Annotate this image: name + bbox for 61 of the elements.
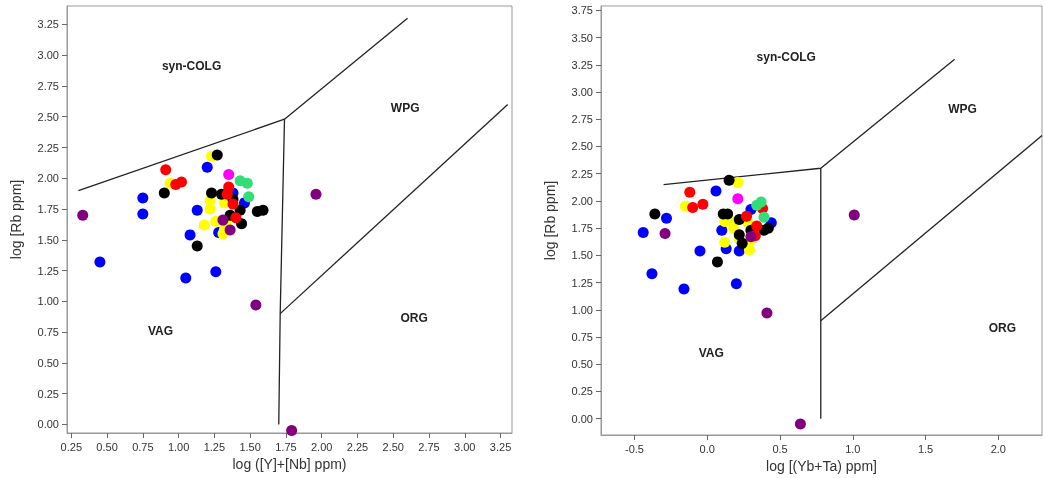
- y-tick-label: 2.50: [37, 110, 59, 123]
- y-axis-title: log [Rb ppm]: [8, 179, 24, 260]
- y-tick-label: 2.25: [37, 141, 59, 154]
- annotation: WPG: [390, 101, 420, 116]
- y-tick-label: 0.75: [571, 331, 593, 344]
- x-tick-label: 1.50: [239, 440, 261, 453]
- x-tick-label: 1.75: [275, 440, 297, 453]
- x-tick-label: 2.50: [382, 440, 404, 453]
- x-tick-label: 2.75: [418, 440, 440, 453]
- y-tick-label: 2.75: [37, 79, 59, 92]
- annotation: VAG: [147, 323, 174, 338]
- annotation: VAG: [698, 346, 724, 361]
- y-tick-label: 1.25: [571, 276, 593, 289]
- x-axis-title: log ([Y]+[Nb] ppm): [232, 456, 347, 472]
- x-tick-label: 0.75: [132, 440, 154, 453]
- y-tick-label: 2.00: [37, 172, 59, 185]
- x-tick-label: 0.50: [96, 440, 118, 453]
- x-tick-label: 0.25: [60, 440, 82, 453]
- y-tick-label: 0.75: [37, 326, 59, 339]
- x-tick-label: 1.0: [845, 442, 861, 455]
- x-tick-label: 2.25: [346, 440, 369, 453]
- y-axis-title: log [Rb ppm]: [542, 180, 558, 261]
- y-tick-label: 1.50: [571, 249, 593, 262]
- y-tick-label: 3.25: [37, 18, 59, 31]
- x-tick-label: 3.25: [489, 440, 512, 453]
- y-tick-label: 1.00: [37, 295, 59, 308]
- x-tick-label: 1.5: [917, 442, 934, 455]
- annotation: ORG: [988, 320, 1016, 335]
- y-tick-label: 3.00: [37, 49, 59, 62]
- y-tick-label: 3.75: [571, 4, 593, 17]
- y-tick-label: 3.25: [571, 58, 593, 71]
- x-tick-label: 3.00: [454, 440, 476, 453]
- annotation: WPG: [948, 101, 977, 116]
- y-tick-label: 2.00: [571, 194, 593, 207]
- y-tick-label: 3.00: [571, 86, 593, 99]
- x-tick-label: 0.0: [699, 442, 715, 455]
- y-tick-label: 1.00: [571, 303, 593, 316]
- annotation: syn-COLG: [756, 50, 816, 65]
- x-tick-label: 2.00: [310, 440, 333, 453]
- y-tick-label: 0.50: [571, 358, 593, 371]
- y-tick-label: 2.25: [571, 167, 593, 180]
- y-tick-label: 3.50: [571, 31, 593, 44]
- y-tick-label: 2.50: [571, 140, 593, 153]
- y-tick-label: 1.25: [37, 264, 59, 277]
- x-axis-title: log [(Yb+Ta) ppm]: [766, 458, 877, 474]
- x-tick-label: -0.5: [624, 442, 644, 455]
- x-tick-label: 0.5: [772, 442, 788, 455]
- y-tick-label: 1.75: [37, 203, 59, 216]
- y-tick-label: 0.00: [37, 418, 59, 431]
- y-tick-label: 0.25: [37, 387, 59, 400]
- y-tick-label: 0.00: [571, 412, 593, 425]
- annotation: syn-COLG: [161, 58, 222, 73]
- x-tick-label: 2.0: [990, 442, 1006, 455]
- y-tick-label: 1.75: [571, 222, 593, 235]
- y-tick-label: 2.75: [571, 113, 593, 126]
- annotation: ORG: [400, 310, 428, 325]
- x-tick-label: 1.00: [167, 440, 190, 453]
- y-tick-label: 0.25: [571, 385, 593, 398]
- y-tick-label: 1.50: [37, 233, 59, 246]
- x-tick-label: 1.25: [203, 440, 226, 453]
- y-tick-label: 0.50: [37, 356, 59, 369]
